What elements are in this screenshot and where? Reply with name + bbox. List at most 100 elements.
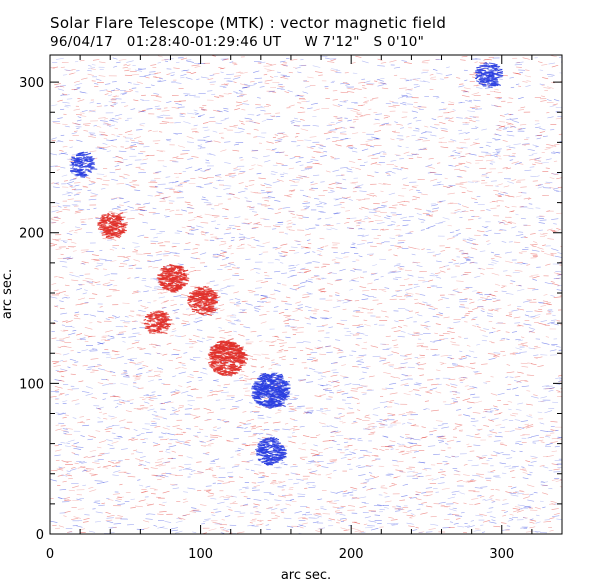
field-stroke	[527, 436, 532, 439]
field-stroke	[529, 519, 537, 522]
field-stroke	[346, 86, 355, 89]
field-stroke	[246, 418, 255, 422]
field-stroke	[323, 447, 329, 450]
field-stroke	[511, 161, 519, 164]
field-stroke	[295, 473, 301, 475]
field-stroke	[166, 139, 171, 142]
field-stroke	[502, 167, 508, 169]
field-stroke	[335, 121, 343, 124]
field-stroke	[549, 177, 555, 180]
field-stroke	[242, 86, 250, 88]
field-stroke	[435, 276, 442, 279]
field-stroke	[278, 311, 285, 314]
field-stroke	[288, 189, 296, 192]
field-stroke	[256, 223, 263, 226]
field-stroke	[150, 64, 157, 66]
field-stroke	[228, 262, 235, 264]
field-stroke	[521, 466, 525, 468]
field-stroke	[209, 153, 216, 156]
field-stroke	[238, 182, 244, 184]
field-stroke	[397, 443, 401, 445]
field-stroke	[354, 300, 360, 302]
field-stroke	[515, 213, 519, 216]
field-stroke	[116, 61, 121, 64]
field-stroke	[518, 285, 522, 287]
field-stroke	[472, 425, 476, 427]
field-stroke	[55, 57, 64, 60]
field-stroke	[250, 236, 255, 239]
field-stroke	[490, 495, 494, 497]
field-stroke	[230, 495, 237, 498]
field-stroke	[412, 195, 420, 199]
field-stroke	[515, 61, 524, 64]
field-stroke	[68, 246, 75, 248]
field-stroke	[111, 118, 119, 120]
field-stroke	[392, 204, 398, 206]
field-stroke	[420, 193, 428, 196]
field-stroke	[363, 454, 371, 457]
field-stroke	[89, 150, 97, 153]
field-stroke	[364, 427, 370, 429]
field-stroke	[269, 344, 275, 347]
field-stroke	[73, 108, 81, 111]
field-stroke	[314, 308, 320, 310]
field-stroke	[313, 461, 320, 463]
field-stroke	[70, 186, 76, 188]
field-stroke	[274, 141, 281, 143]
field-stroke	[432, 184, 441, 186]
field-stroke	[467, 256, 474, 259]
field-stroke	[193, 416, 201, 419]
field-stroke	[409, 497, 417, 499]
field-stroke	[213, 140, 221, 143]
field-stroke	[251, 358, 257, 361]
field-stroke	[199, 440, 207, 444]
field-stroke	[335, 292, 340, 294]
field-stroke	[71, 399, 79, 402]
field-stroke	[557, 437, 562, 440]
field-stroke	[436, 369, 441, 372]
field-stroke	[241, 461, 250, 463]
field-stroke	[161, 472, 167, 475]
field-stroke	[326, 228, 332, 231]
field-stroke	[95, 78, 102, 81]
field-stroke	[440, 354, 449, 357]
field-stroke	[520, 106, 526, 109]
field-stroke	[461, 252, 469, 255]
field-stroke	[264, 183, 272, 186]
field-stroke	[153, 278, 159, 280]
field-stroke	[161, 110, 170, 112]
field-stroke	[109, 118, 115, 120]
field-stroke	[310, 275, 318, 279]
field-stroke	[234, 510, 241, 513]
field-stroke	[111, 441, 119, 444]
field-stroke	[474, 503, 481, 505]
field-stroke	[162, 460, 171, 464]
field-stroke	[310, 449, 319, 452]
field-stroke	[274, 134, 278, 136]
field-stroke	[498, 125, 506, 128]
field-stroke	[513, 380, 522, 383]
field-stroke	[532, 288, 539, 291]
field-stroke	[177, 263, 184, 266]
field-stroke	[287, 222, 293, 225]
field-stroke	[507, 123, 512, 126]
field-stroke	[80, 466, 86, 469]
field-stroke	[160, 526, 168, 530]
field-stroke	[211, 208, 215, 210]
field-stroke	[336, 212, 340, 214]
field-stroke	[223, 232, 232, 235]
field-stroke	[460, 147, 468, 149]
field-stroke	[130, 185, 136, 188]
field-stroke	[499, 462, 507, 465]
field-stroke	[310, 436, 318, 439]
field-stroke	[240, 71, 248, 75]
field-stroke	[196, 340, 204, 343]
field-stroke	[332, 506, 340, 509]
field-stroke	[340, 138, 349, 141]
field-stroke	[543, 87, 551, 89]
field-stroke	[236, 103, 243, 107]
field-stroke	[278, 355, 286, 359]
field-stroke	[117, 503, 125, 506]
field-stroke	[535, 183, 542, 187]
field-stroke	[290, 120, 295, 122]
